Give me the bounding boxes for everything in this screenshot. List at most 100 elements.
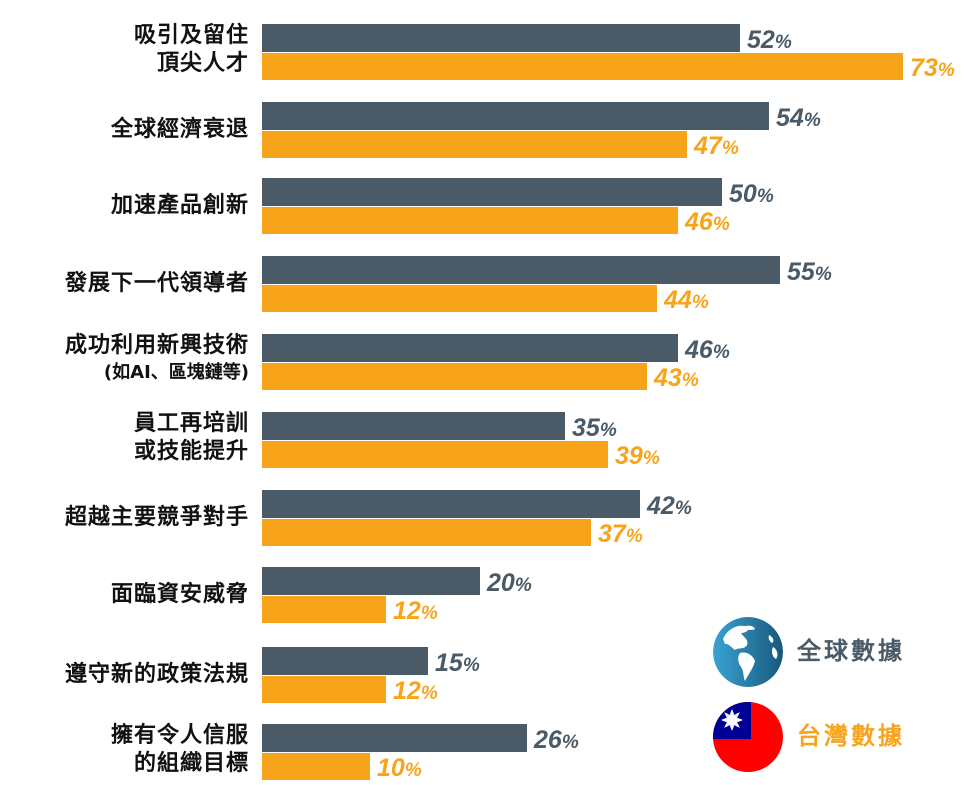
global-bar xyxy=(262,647,428,675)
value-number: 43 xyxy=(654,364,682,392)
global-bar xyxy=(262,102,769,130)
global-value-label: 55% xyxy=(787,258,832,289)
taiwan-value-label: 46% xyxy=(685,208,730,239)
category-label: 擁有令人信服的組織目標 xyxy=(111,722,249,778)
legend-taiwan-label: 台灣數據 xyxy=(797,722,905,750)
percent-sign: % xyxy=(462,655,480,676)
taiwan-bar xyxy=(262,206,678,234)
value-number: 35 xyxy=(572,414,600,442)
taiwan-bar xyxy=(262,675,386,703)
global-value-label: 50% xyxy=(729,180,774,211)
percent-sign: % xyxy=(681,370,699,391)
taiwan-value-label: 73% xyxy=(910,54,955,85)
global-value-label: 26% xyxy=(534,726,579,757)
category-label-line2: 的組織目標 xyxy=(133,751,249,776)
category-label: 加速產品創新 xyxy=(111,192,249,220)
value-number: 37 xyxy=(598,520,626,548)
category-label-line1: 吸引及留住 xyxy=(133,23,249,48)
global-value-label: 15% xyxy=(435,649,480,680)
percent-sign: % xyxy=(514,575,532,596)
percent-sign: % xyxy=(712,342,730,363)
global-bar xyxy=(262,490,640,518)
percent-sign: % xyxy=(561,732,579,753)
percent-sign: % xyxy=(691,292,709,313)
percent-sign: % xyxy=(712,214,730,235)
taiwan-value-label: 43% xyxy=(654,364,699,395)
category-label-line1: 發展下一代領導者 xyxy=(64,271,249,296)
taiwan-value-label: 10% xyxy=(377,754,422,785)
taiwan-value-label: 12% xyxy=(393,677,438,708)
percent-sign: % xyxy=(937,60,955,81)
value-number: 12 xyxy=(393,597,421,625)
value-number: 54 xyxy=(776,104,804,132)
category-label-line1: 成功利用新興技術 xyxy=(64,333,249,358)
percent-sign: % xyxy=(404,760,422,781)
category-label: 面臨資安威脅 xyxy=(111,581,249,609)
global-bar xyxy=(262,412,565,440)
category-label-line1: 擁有令人信服 xyxy=(110,723,249,748)
global-value-label: 52% xyxy=(747,26,792,57)
global-bar xyxy=(262,334,678,362)
category-label: 遵守新的政策法規 xyxy=(65,661,249,689)
percent-sign: % xyxy=(756,186,774,207)
global-bar xyxy=(262,724,527,752)
percent-sign: % xyxy=(420,683,438,704)
taiwan-bar xyxy=(262,752,370,780)
percent-sign: % xyxy=(774,32,792,53)
category-label-line1: 面臨資安威脅 xyxy=(110,582,249,607)
taiwan-flag-icon xyxy=(713,702,783,772)
global-bar xyxy=(262,24,740,52)
value-number: 46 xyxy=(685,336,713,364)
taiwan-bar xyxy=(262,284,657,312)
category-label: 全球經濟衰退 xyxy=(111,116,249,144)
value-number: 44 xyxy=(664,286,692,314)
taiwan-bar xyxy=(262,440,608,468)
category-label-line2: 或技能提升 xyxy=(133,439,249,464)
value-number: 12 xyxy=(393,677,421,705)
value-number: 42 xyxy=(647,492,675,520)
global-bar xyxy=(262,178,722,206)
global-bar xyxy=(262,256,780,284)
taiwan-bar xyxy=(262,518,591,546)
category-label: 超越主要競爭對手 xyxy=(65,504,249,532)
global-bar xyxy=(262,567,480,595)
value-number: 52 xyxy=(747,26,775,54)
taiwan-bar xyxy=(262,362,647,390)
taiwan-value-label: 39% xyxy=(615,442,660,473)
category-label-line2: 頂尖人才 xyxy=(156,51,249,76)
value-number: 55 xyxy=(787,258,815,286)
taiwan-bar xyxy=(262,52,903,80)
percent-sign: % xyxy=(599,420,617,441)
taiwan-bar xyxy=(262,130,687,158)
percent-sign: % xyxy=(814,264,832,285)
global-value-label: 54% xyxy=(776,104,821,135)
global-value-label: 35% xyxy=(572,414,617,445)
percent-sign: % xyxy=(625,526,643,547)
category-label: 員工再培訓或技能提升 xyxy=(134,410,249,466)
global-value-label: 42% xyxy=(647,492,692,523)
value-number: 10 xyxy=(377,754,405,782)
category-label: 成功利用新興技術 (如AI、區塊鏈等) xyxy=(65,332,249,386)
value-number: 26 xyxy=(534,726,562,754)
percent-sign: % xyxy=(721,138,739,159)
percent-sign: % xyxy=(674,498,692,519)
global-value-label: 20% xyxy=(487,569,532,600)
category-label-line1: 超越主要競爭對手 xyxy=(64,505,249,530)
legend-global-label: 全球數據 xyxy=(797,637,905,665)
value-number: 39 xyxy=(615,442,643,470)
taiwan-value-label: 12% xyxy=(393,597,438,628)
category-label-line1: 員工再培訓 xyxy=(133,411,249,436)
value-number: 47 xyxy=(694,132,722,160)
taiwan-value-label: 37% xyxy=(598,520,643,551)
taiwan-bar xyxy=(262,595,386,623)
category-label-line1: 全球經濟衰退 xyxy=(110,117,249,142)
category-label-line1: 遵守新的政策法規 xyxy=(64,662,249,687)
globe-icon xyxy=(713,617,783,687)
category-label: 發展下一代領導者 xyxy=(65,270,249,298)
percent-sign: % xyxy=(803,110,821,131)
taiwan-value-label: 44% xyxy=(664,286,709,317)
global-value-label: 46% xyxy=(685,336,730,367)
value-number: 15 xyxy=(435,649,463,677)
value-number: 73 xyxy=(910,54,938,82)
value-number: 46 xyxy=(685,208,713,236)
